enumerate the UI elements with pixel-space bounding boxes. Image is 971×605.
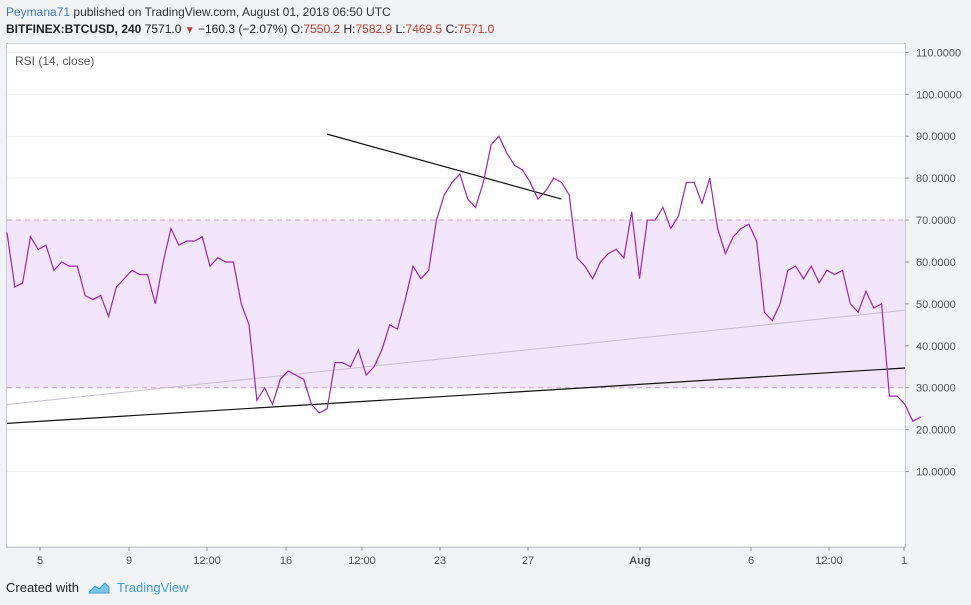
last-price: 7571.0 bbox=[144, 22, 182, 36]
x-tick-label: Aug bbox=[629, 555, 650, 567]
x-tick-label: 27 bbox=[522, 555, 534, 567]
x-tick-label: 9 bbox=[126, 555, 132, 567]
tradingview-logo-icon bbox=[88, 581, 110, 593]
x-tick-label: 12:00 bbox=[348, 555, 376, 567]
open-value: 7550.2 bbox=[303, 22, 341, 36]
down-triangle-icon: ▼ bbox=[184, 25, 195, 36]
created-with-text: Created with bbox=[6, 580, 79, 595]
trendline bbox=[6, 367, 906, 424]
y-tick-label: 20.0000 bbox=[916, 425, 956, 437]
x-tick-label: 12:00 bbox=[815, 555, 843, 567]
trendline bbox=[326, 133, 562, 200]
x-tick-label: 1 bbox=[901, 555, 907, 567]
x-tick-label: 6 bbox=[748, 555, 754, 567]
high-value: 7582.9 bbox=[355, 22, 393, 36]
rsi-series-line bbox=[6, 135, 921, 423]
chart-header: Peymana71 published on TradingView.com, … bbox=[6, 4, 494, 39]
chart-title: RSI (14, close) bbox=[15, 54, 94, 68]
low-label: L: bbox=[395, 22, 406, 36]
x-tick-label: 12:00 bbox=[193, 555, 221, 567]
y-tick-label: 90.0000 bbox=[916, 131, 956, 143]
published-text: published on TradingView.com, August 01,… bbox=[73, 5, 391, 19]
x-tick-label: 5 bbox=[37, 555, 43, 567]
ohlc-line: BITFINEX:BTCUSD, 240 7571.0 ▼ −160.3 (−2… bbox=[6, 21, 494, 39]
y-tick-label: 100.0000 bbox=[916, 89, 962, 101]
price-change: −160.3 (−2.07%) bbox=[198, 22, 288, 36]
y-tick-label: 10.0000 bbox=[916, 467, 956, 479]
y-tick-label: 50.0000 bbox=[916, 299, 956, 311]
y-tick-label: 70.0000 bbox=[916, 215, 956, 227]
close-value: 7571.0 bbox=[457, 22, 495, 36]
open-label: O: bbox=[290, 22, 304, 36]
rsi-band bbox=[7, 220, 905, 388]
high-label: H: bbox=[343, 22, 356, 36]
x-tick-label: 16 bbox=[280, 555, 292, 567]
symbol-label: BITFINEX:BTCUSD, 240 bbox=[6, 22, 142, 36]
y-tick-label: 80.0000 bbox=[916, 173, 956, 185]
y-tick-label: 30.0000 bbox=[916, 383, 956, 395]
close-label: C: bbox=[445, 22, 458, 36]
footer: Created with TradingView bbox=[6, 580, 189, 595]
publish-line: Peymana71 published on TradingView.com, … bbox=[6, 4, 494, 21]
y-tick-label: 40.0000 bbox=[916, 341, 956, 353]
y-tick-label: 110.0000 bbox=[916, 47, 961, 59]
faint-trendline bbox=[6, 309, 906, 405]
low-value: 7469.5 bbox=[405, 22, 443, 36]
author-link[interactable]: Peymana71 bbox=[6, 5, 71, 19]
x-tick-label: 23 bbox=[434, 555, 446, 567]
tradingview-brand[interactable]: TradingView bbox=[116, 580, 189, 595]
y-tick-label: 60.0000 bbox=[916, 257, 956, 269]
rsi-chart[interactable]: 10.0000 20.0000 30.0000 40.0000 50.0000 60.00… bbox=[0, 0, 971, 575]
